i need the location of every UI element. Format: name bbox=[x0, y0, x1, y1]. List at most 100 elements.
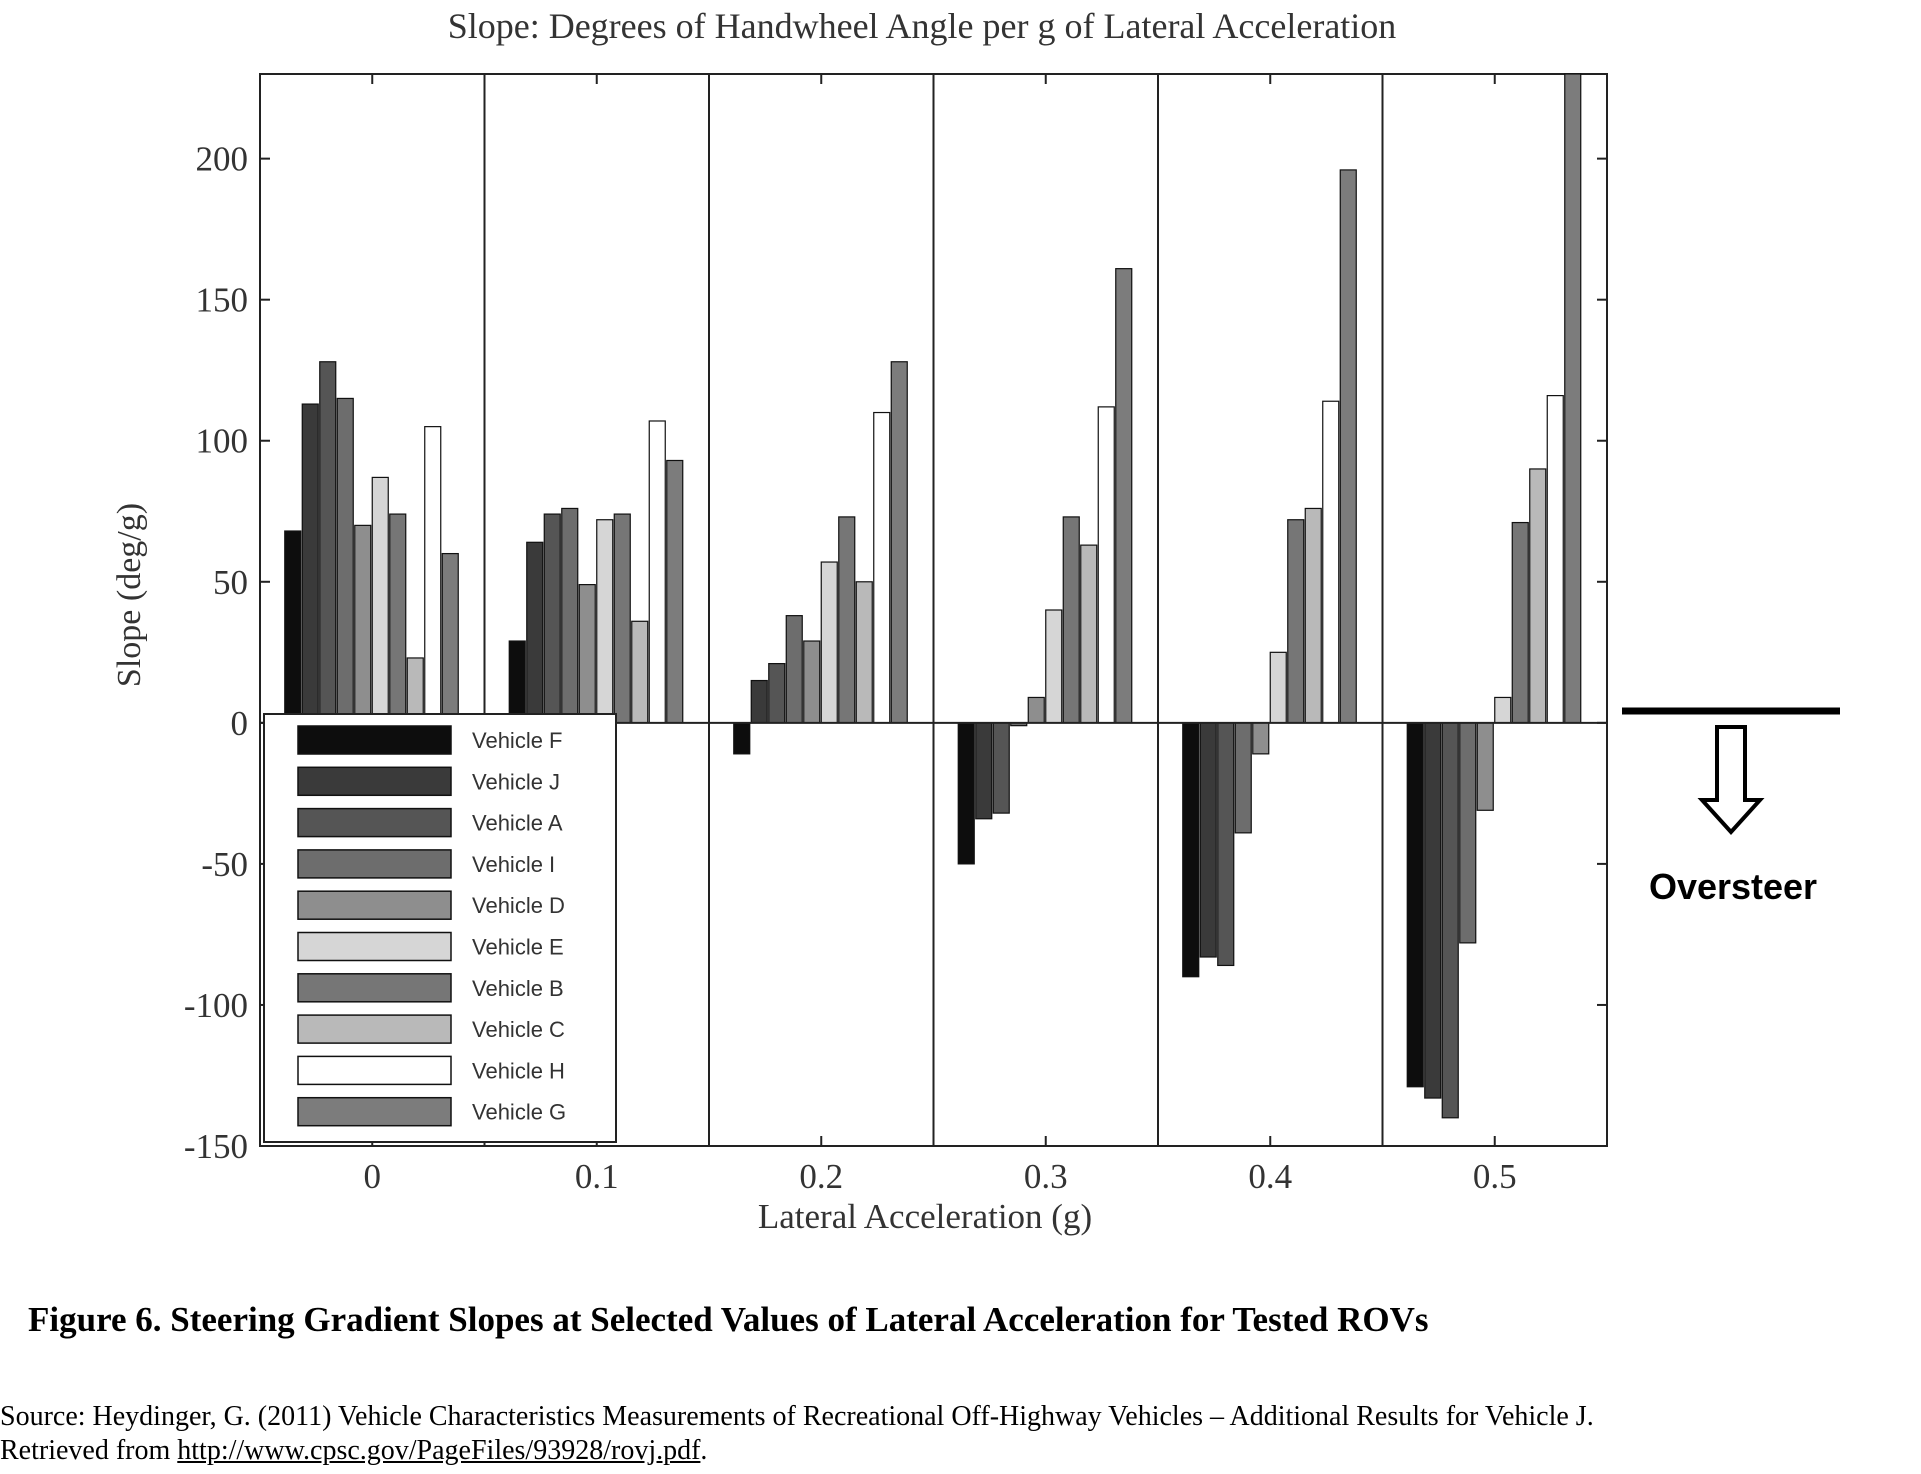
y-tick-label: 150 bbox=[196, 281, 249, 320]
bar-vehicle-c bbox=[1081, 545, 1097, 723]
bar-vehicle-f bbox=[509, 641, 525, 723]
legend-label: Vehicle C bbox=[472, 1017, 565, 1042]
bar-vehicle-e bbox=[1046, 610, 1062, 723]
bar-vehicle-g bbox=[1565, 74, 1581, 723]
bar-vehicle-f bbox=[285, 531, 301, 723]
legend: Vehicle F Vehicle J Vehicle A Vehicle I Vehi… bbox=[264, 714, 616, 1142]
legend-swatch bbox=[298, 1056, 451, 1084]
bar-vehicle-i bbox=[337, 398, 353, 722]
source-line-1: Source: Heydinger, G. (2011) Vehicle Cha… bbox=[0, 1400, 1921, 1434]
bar-vehicle-d bbox=[1028, 697, 1044, 722]
y-tick-label: 100 bbox=[196, 422, 249, 461]
legend-swatch bbox=[298, 850, 451, 878]
legend-label: Vehicle E bbox=[472, 935, 564, 960]
source-citation: Source: Heydinger, G. (2011) Vehicle Cha… bbox=[0, 1400, 1921, 1468]
bar-vehicle-b bbox=[390, 514, 406, 723]
bar-vehicle-e bbox=[1495, 697, 1511, 722]
legend-label: Vehicle F bbox=[472, 728, 563, 753]
y-tick-label: -50 bbox=[201, 845, 248, 884]
chart: Slope: Degrees of Handwheel Angle per g … bbox=[0, 0, 1921, 1290]
bar-vehicle-a bbox=[993, 723, 1009, 813]
bar-vehicle-f bbox=[1183, 723, 1199, 977]
bar-vehicle-b bbox=[1063, 517, 1079, 723]
bar-vehicle-g bbox=[442, 554, 458, 723]
bar-vehicle-j bbox=[527, 542, 543, 723]
bar-vehicle-h bbox=[874, 413, 890, 723]
bar-vehicle-f bbox=[958, 723, 974, 864]
legend-swatch bbox=[298, 726, 451, 754]
bar-vehicle-a bbox=[544, 514, 560, 723]
oversteer-label: Oversteer bbox=[1649, 866, 1817, 907]
bar-vehicle-j bbox=[302, 404, 318, 723]
bar-vehicle-j bbox=[1425, 723, 1441, 1098]
bar-vehicle-i bbox=[1235, 723, 1251, 833]
source-suffix: . bbox=[700, 1435, 707, 1466]
x-tick-label: 0.3 bbox=[1024, 1157, 1068, 1196]
source-line-2: Retrieved from http://www.cpsc.gov/PageF… bbox=[0, 1434, 1921, 1468]
bar-vehicle-c bbox=[632, 621, 648, 723]
source-link[interactable]: http://www.cpsc.gov/PageFiles/93928/rovj… bbox=[177, 1435, 700, 1466]
bar-vehicle-h bbox=[1547, 396, 1563, 723]
bar-vehicle-a bbox=[1442, 723, 1458, 1118]
x-tick-label: 0.2 bbox=[799, 1157, 843, 1196]
legend-swatch bbox=[298, 1098, 451, 1126]
bar-vehicle-i bbox=[562, 508, 578, 722]
bar-vehicle-e bbox=[372, 477, 388, 722]
bar-vehicle-j bbox=[1200, 723, 1216, 957]
y-tick-label: -150 bbox=[184, 1127, 248, 1166]
bar-vehicle-b bbox=[839, 517, 855, 723]
bar-vehicle-d bbox=[1477, 723, 1493, 810]
legend-label: Vehicle H bbox=[472, 1058, 565, 1083]
bar-vehicle-g bbox=[891, 362, 907, 723]
legend-label: Vehicle J bbox=[472, 769, 560, 794]
x-tick-label: 0.5 bbox=[1473, 1157, 1517, 1196]
bar-vehicle-h bbox=[425, 427, 441, 723]
bar-vehicle-e bbox=[597, 520, 613, 723]
legend-label: Vehicle A bbox=[472, 811, 563, 836]
legend-label: Vehicle G bbox=[472, 1100, 566, 1125]
y-tick-label: 50 bbox=[213, 563, 248, 602]
bar-vehicle-a bbox=[1218, 723, 1234, 966]
bar-vehicle-g bbox=[1116, 269, 1132, 723]
y-axis-label: Slope (deg/g) bbox=[111, 503, 148, 687]
bar-vehicle-f bbox=[734, 723, 750, 754]
bar-vehicle-a bbox=[320, 362, 336, 723]
legend-label: Vehicle I bbox=[472, 852, 555, 877]
y-tick-label: 200 bbox=[196, 140, 249, 179]
legend-label: Vehicle B bbox=[472, 976, 564, 1001]
source-prefix: Retrieved from bbox=[0, 1435, 177, 1466]
bar-vehicle-d bbox=[1253, 723, 1269, 754]
bar-vehicle-g bbox=[667, 460, 683, 722]
bar-vehicle-g bbox=[1340, 170, 1356, 723]
bar-vehicle-h bbox=[1323, 401, 1339, 723]
bar-vehicle-f bbox=[1407, 723, 1423, 1087]
bar-vehicle-c bbox=[856, 582, 872, 723]
bar-vehicle-i bbox=[786, 616, 802, 723]
bar-vehicle-b bbox=[1512, 523, 1528, 723]
bar-vehicle-b bbox=[1288, 520, 1304, 723]
down-arrow-icon bbox=[1702, 727, 1760, 832]
bar-vehicle-d bbox=[355, 525, 371, 722]
bar-vehicle-j bbox=[751, 681, 767, 723]
oversteer-annotation: Oversteer bbox=[1622, 711, 1840, 907]
bar-vehicle-b bbox=[614, 514, 630, 723]
bar-vehicle-e bbox=[821, 562, 837, 723]
bar-vehicle-h bbox=[649, 421, 665, 723]
legend-swatch bbox=[298, 933, 451, 961]
chart-title: Slope: Degrees of Handwheel Angle per g … bbox=[448, 6, 1397, 46]
figure-caption: Figure 6. Steering Gradient Slopes at Se… bbox=[28, 1300, 1908, 1340]
legend-swatch bbox=[298, 974, 451, 1002]
x-tick-label: 0.4 bbox=[1248, 1157, 1292, 1196]
legend-swatch bbox=[298, 767, 451, 795]
y-tick-label: 0 bbox=[231, 704, 249, 743]
bar-vehicle-d bbox=[579, 585, 595, 723]
bar-vehicle-d bbox=[804, 641, 820, 723]
legend-label: Vehicle D bbox=[472, 893, 565, 918]
x-tick-label: 0.1 bbox=[575, 1157, 619, 1196]
legend-swatch bbox=[298, 891, 451, 919]
x-tick-label: 0 bbox=[364, 1157, 382, 1196]
legend-swatch bbox=[298, 1015, 451, 1043]
legend-swatch bbox=[298, 809, 451, 837]
bar-vehicle-j bbox=[976, 723, 992, 819]
bar-vehicle-i bbox=[1460, 723, 1476, 943]
